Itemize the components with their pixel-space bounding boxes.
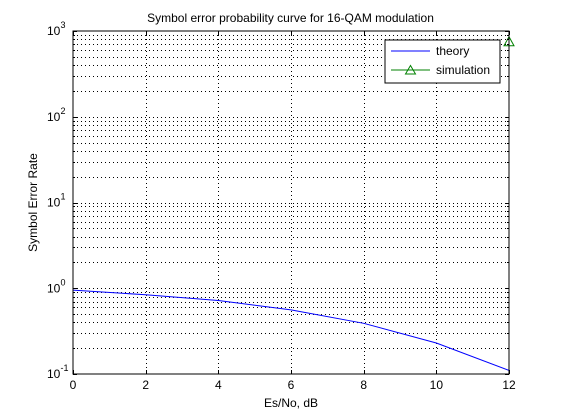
x-tick-label: 2	[142, 378, 149, 392]
x-axis-label: Es/No, dB	[264, 396, 318, 410]
legend-box	[384, 39, 501, 84]
x-tick-label: 6	[288, 378, 295, 392]
y-tick-label: 10 1	[47, 192, 66, 210]
y-tick-base: 10	[47, 367, 61, 381]
y-tick-label: 10 3	[47, 20, 66, 38]
x-tick-label: 4	[215, 378, 222, 392]
legend: theory simulation	[384, 39, 501, 84]
y-tick-exponent: -1	[61, 363, 69, 373]
y-tick-label: 10 0	[47, 277, 66, 295]
series-line-theory	[72, 289, 510, 371]
y-tick-exponent: 1	[61, 192, 66, 202]
x-tick-label: 12	[502, 378, 516, 392]
chart-title: Symbol error probability curve for 16-QA…	[147, 11, 434, 25]
y-tick-base: 10	[47, 110, 61, 124]
legend-marker-simulation	[404, 64, 417, 75]
y-tick-base: 10	[47, 281, 61, 295]
plot-area	[73, 31, 509, 374]
x-tick-label: 8	[360, 378, 367, 392]
y-tick-label: 10 2	[47, 106, 66, 124]
x-tick-label: 0	[70, 378, 77, 392]
legend-label-simulation: simulation	[436, 63, 490, 77]
y-tick-exponent: 0	[61, 277, 66, 287]
y-tick-exponent: 2	[61, 106, 66, 116]
legend-label-theory: theory	[436, 44, 469, 58]
grid	[73, 31, 509, 374]
y-tick-base: 10	[47, 196, 61, 210]
y-tick-exponent: 3	[61, 20, 66, 30]
y-axis-label: Symbol Error Rate	[26, 153, 40, 252]
y-tick-base: 10	[47, 24, 61, 38]
x-tick-label: 10	[430, 378, 444, 392]
y-tick-label: 10 -1	[47, 363, 69, 381]
